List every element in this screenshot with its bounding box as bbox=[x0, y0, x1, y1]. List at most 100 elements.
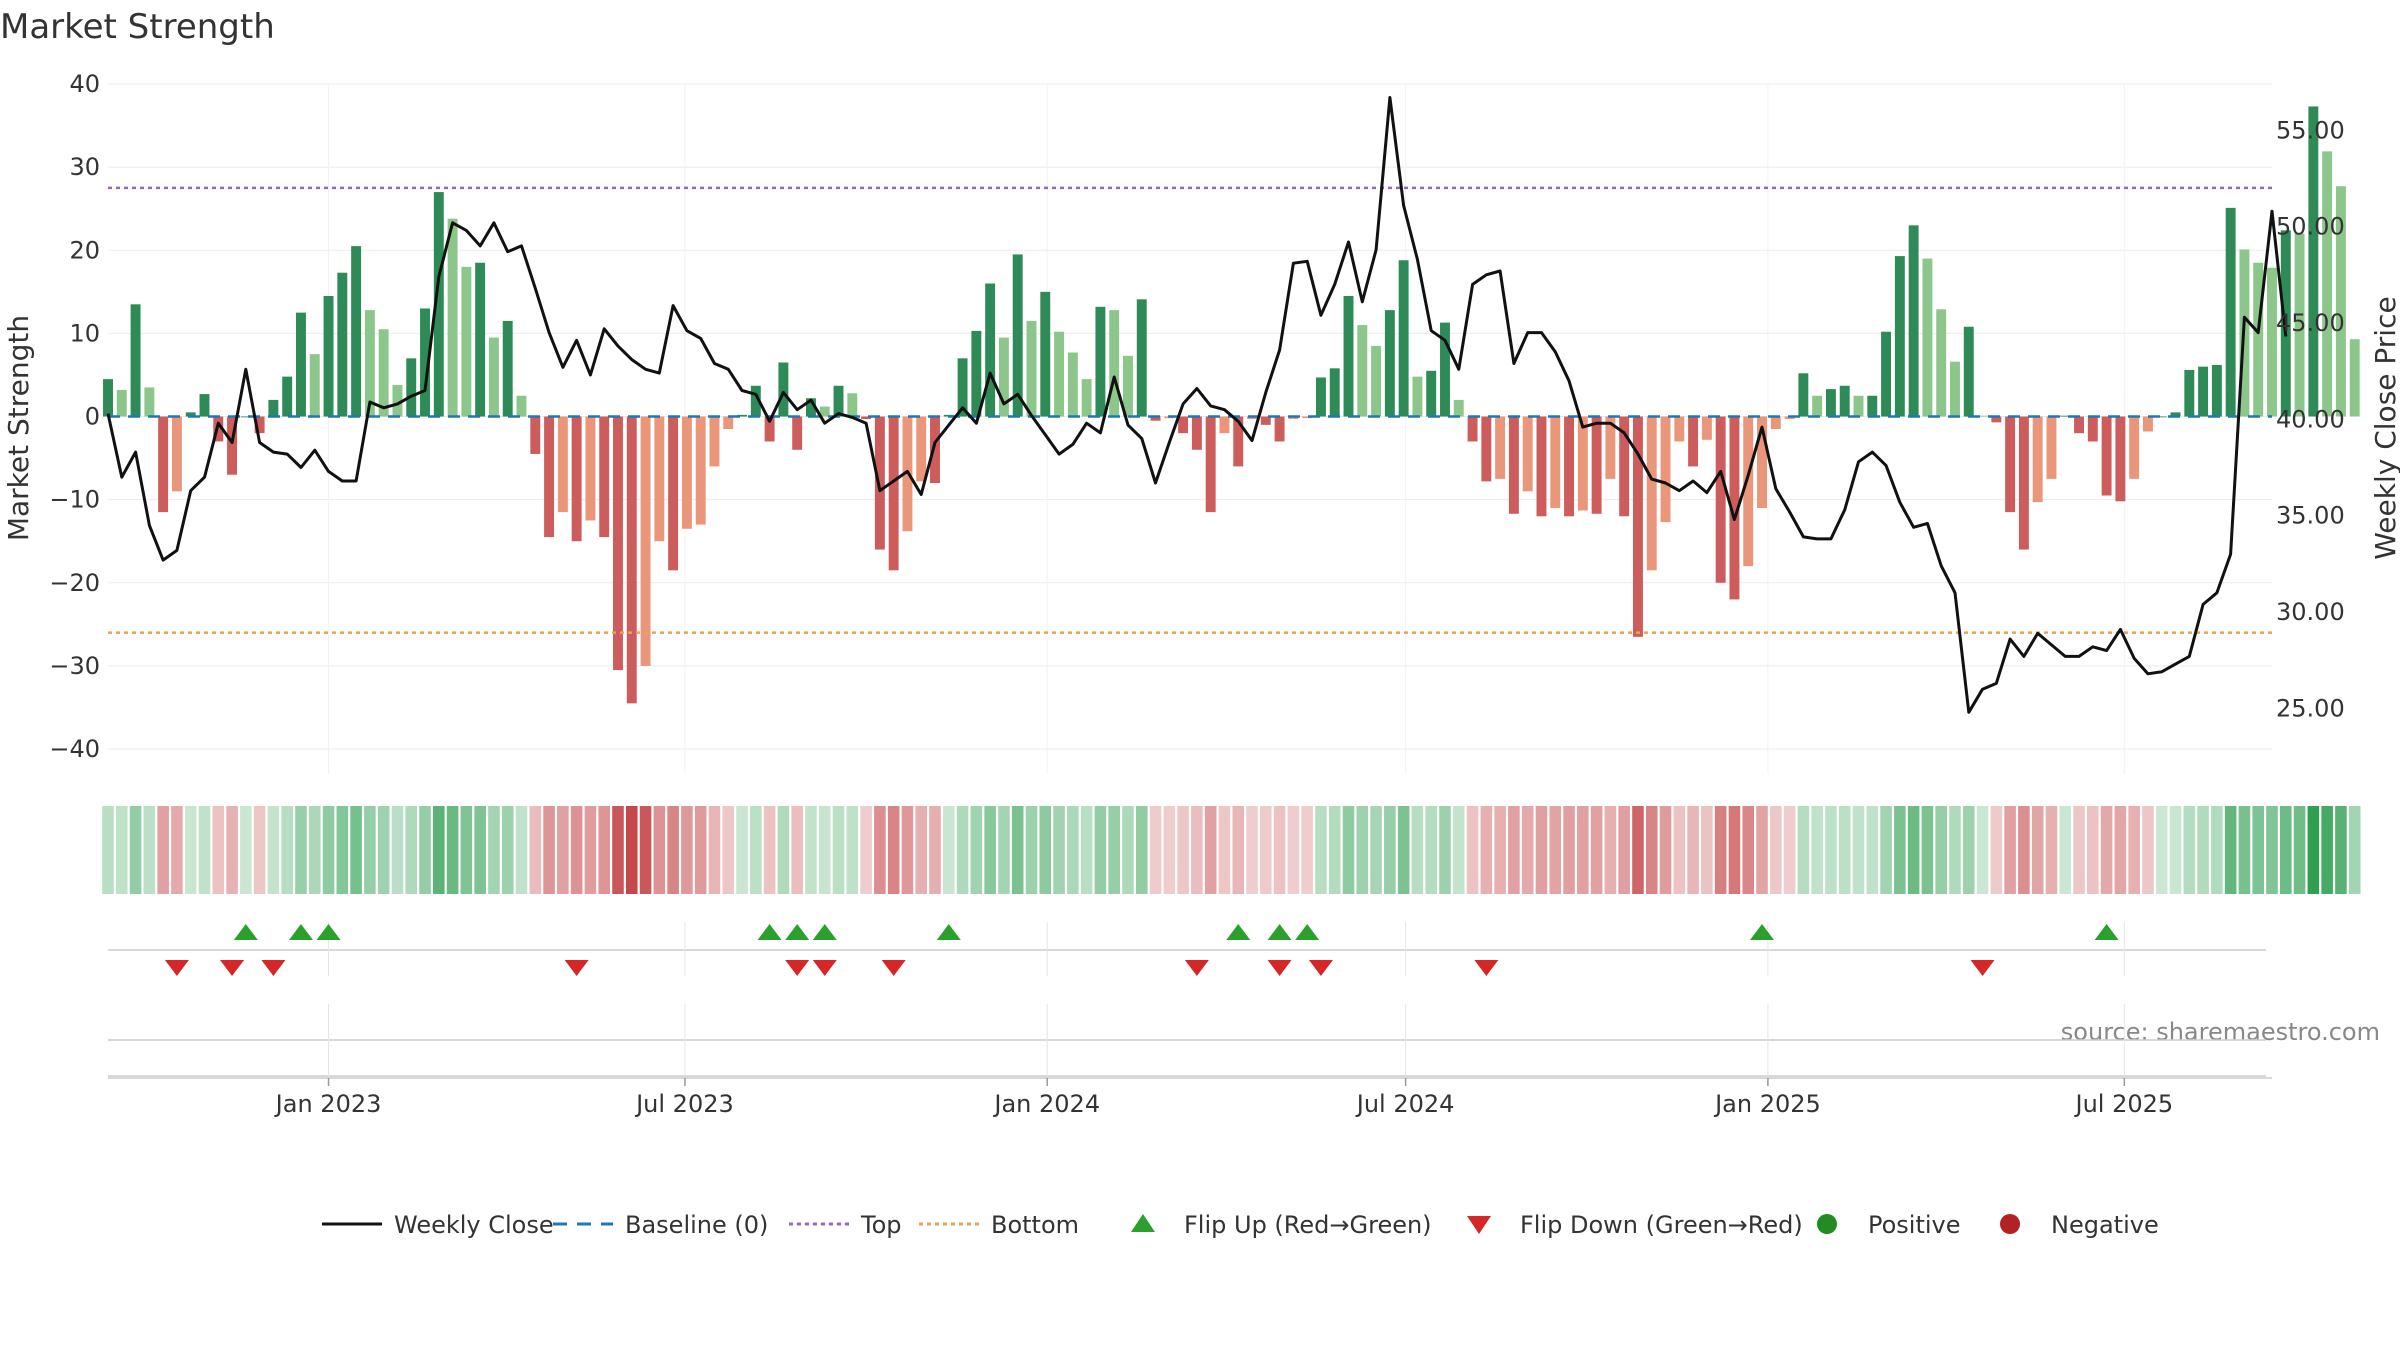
strength-bar bbox=[819, 406, 830, 417]
strength-bar bbox=[1646, 416, 1657, 571]
strength-bar bbox=[1950, 361, 1960, 417]
strength-bar bbox=[613, 416, 623, 671]
strip-cell bbox=[1797, 806, 1810, 894]
strip-cell bbox=[777, 806, 790, 894]
strip-cell bbox=[267, 806, 280, 894]
strength-bar bbox=[930, 416, 940, 484]
strength-bar bbox=[2018, 416, 2029, 550]
strip-cell bbox=[1714, 806, 1727, 894]
strip-cell bbox=[970, 806, 983, 894]
strength-bar bbox=[1453, 399, 1464, 417]
strength-bar bbox=[2032, 416, 2043, 503]
strength-bar bbox=[323, 295, 334, 417]
strength-bar bbox=[2335, 186, 2346, 417]
legend-label: Top bbox=[860, 1211, 902, 1239]
legend-label: Weekly Close bbox=[394, 1211, 554, 1239]
strength-bar bbox=[227, 416, 238, 475]
strip-cell bbox=[2018, 806, 2030, 894]
strength-bar bbox=[764, 416, 775, 442]
strip-cell bbox=[226, 806, 238, 894]
flip-up-marker bbox=[2094, 924, 2119, 940]
strength-bar bbox=[502, 320, 513, 417]
strength-bar bbox=[847, 393, 858, 417]
legend-item-price: Weekly Close bbox=[322, 1211, 554, 1239]
strength-bar bbox=[1812, 395, 1823, 417]
strip-cell bbox=[1149, 806, 1162, 894]
strength-bar bbox=[2198, 366, 2209, 417]
axis-ticks: 40 30 20 10 0 −10 −20 −30 −40 55.00 50.00 45.00 40.0… bbox=[49, 70, 2344, 763]
legend-item-flip_up: Flip Up (Red→Green) bbox=[1131, 1211, 1432, 1239]
strip-cell bbox=[612, 806, 624, 894]
strip-cell bbox=[694, 806, 707, 894]
strip-cell bbox=[1618, 806, 1630, 894]
strip-cell bbox=[419, 806, 431, 894]
strength-bar bbox=[750, 385, 761, 417]
strength-bar bbox=[1302, 416, 1313, 419]
strength-bar bbox=[1357, 325, 1368, 417]
strength-bar bbox=[1522, 416, 1533, 492]
strength-bar bbox=[888, 416, 899, 571]
strip-cell bbox=[1549, 806, 1562, 894]
legend-swatch-flip-up bbox=[1131, 1214, 1155, 1232]
strength-bar bbox=[1136, 299, 1147, 417]
strength-bar bbox=[2308, 106, 2319, 417]
price-line bbox=[106, 96, 2288, 714]
y-tick-label: 10 bbox=[69, 319, 100, 347]
strength-bar bbox=[557, 416, 568, 513]
strength-bar bbox=[709, 416, 720, 467]
strength-bar bbox=[1798, 373, 1809, 417]
strip-cell bbox=[198, 806, 211, 894]
y-axis-label: Market Strength bbox=[2, 315, 35, 541]
legend-item-positive: Positive bbox=[1817, 1211, 1961, 1239]
strength-bar bbox=[337, 272, 348, 417]
strip-cell bbox=[1439, 806, 1451, 894]
strength-bar bbox=[2101, 416, 2112, 496]
strength-bar bbox=[1260, 416, 1271, 425]
strength-bar bbox=[805, 398, 816, 417]
strip-cell bbox=[391, 806, 404, 894]
strip-cell bbox=[2211, 806, 2223, 894]
strip-cell bbox=[1838, 806, 1851, 894]
strip-cell bbox=[1645, 806, 1658, 894]
strength-bar bbox=[171, 416, 182, 492]
strip-cell bbox=[1204, 806, 1217, 894]
strength-bar bbox=[392, 384, 403, 417]
strength-bar bbox=[737, 414, 748, 417]
strip-cell bbox=[171, 806, 183, 894]
strip-cell bbox=[2142, 806, 2154, 894]
strip-cell bbox=[2100, 806, 2113, 894]
strength-bar bbox=[2115, 416, 2126, 502]
strength-bar bbox=[1908, 225, 1919, 417]
y2-tick-label: 45.00 bbox=[2276, 309, 2345, 337]
strip-cell bbox=[2238, 806, 2251, 894]
strip-cell bbox=[1770, 806, 1782, 894]
strip-cell bbox=[653, 806, 666, 894]
strip-cell bbox=[1825, 806, 1837, 894]
strength-bar bbox=[1605, 416, 1616, 479]
y2-axis-label: Weekly Close Price bbox=[2369, 296, 2400, 559]
strength-bar bbox=[544, 416, 555, 538]
strength-bar bbox=[488, 337, 499, 417]
strip-cell bbox=[1494, 806, 1506, 894]
strip-cell bbox=[529, 806, 542, 894]
strip-cell bbox=[322, 806, 335, 894]
strip-cell bbox=[2155, 806, 2168, 894]
strength-bar bbox=[2060, 415, 2071, 417]
strip-cell bbox=[1094, 806, 1107, 894]
strength-bar bbox=[2087, 416, 2098, 442]
strength-bar bbox=[1991, 416, 2002, 423]
strip-cell bbox=[2169, 806, 2182, 894]
strength-bar bbox=[1026, 320, 1037, 417]
strength-bar bbox=[1440, 322, 1450, 417]
legend-item-bottom: Bottom bbox=[919, 1211, 1079, 1239]
strength-bar bbox=[185, 412, 196, 417]
strip-cell bbox=[433, 806, 445, 894]
strip-cell bbox=[115, 806, 128, 894]
weekly-close-line bbox=[106, 96, 2288, 714]
strip-cell bbox=[2004, 806, 2016, 894]
strip-cell bbox=[1315, 806, 1327, 894]
legend-item-baseline: Baseline (0) bbox=[553, 1211, 768, 1239]
strip-cell bbox=[2059, 806, 2072, 894]
